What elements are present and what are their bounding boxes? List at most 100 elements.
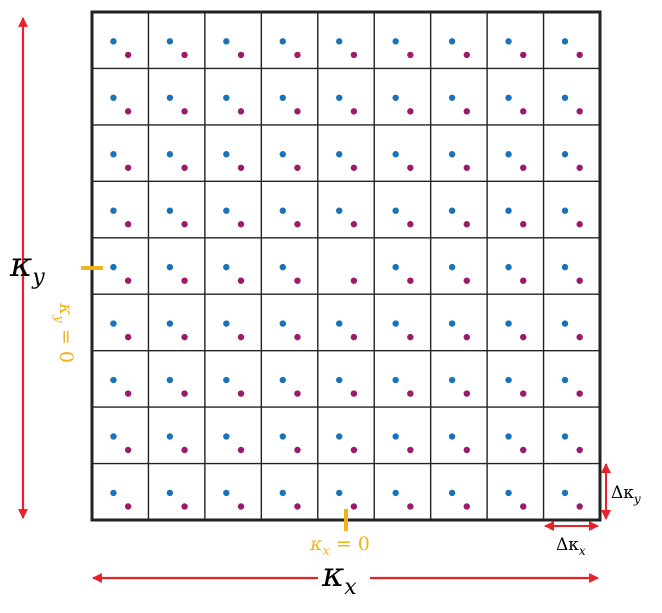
purple-lattice-point	[237, 277, 245, 284]
purple-lattice-point	[237, 390, 245, 397]
purple-lattice-point	[124, 164, 132, 171]
purple-lattice-point	[520, 446, 527, 454]
purple-lattice-point	[463, 333, 470, 341]
blue-lattice-point	[110, 207, 117, 214]
purple-lattice-point	[407, 390, 414, 397]
blue-lattice-point	[392, 376, 399, 384]
purple-lattice-point	[294, 108, 301, 115]
purple-lattice-point	[576, 277, 583, 284]
blue-lattice-point	[392, 320, 399, 327]
blue-lattice-point	[336, 376, 343, 384]
purple-lattice-point	[463, 221, 470, 228]
ky-zero-label: κy = 0	[51, 302, 77, 363]
purple-lattice-point	[350, 164, 358, 171]
purple-lattice-point	[576, 333, 583, 341]
blue-lattice-point	[166, 433, 174, 440]
blue-lattice-point	[166, 489, 174, 497]
purple-lattice-point	[407, 221, 414, 228]
blue-lattice-point	[392, 263, 399, 271]
blue-lattice-point	[505, 433, 512, 440]
purple-lattice-point	[237, 164, 245, 171]
blue-lattice-point	[279, 151, 286, 158]
blue-lattice-point	[279, 263, 286, 271]
purple-lattice-point	[124, 333, 132, 341]
blue-lattice-point	[110, 489, 117, 497]
purple-lattice-point	[463, 108, 470, 115]
blue-lattice-point	[223, 489, 230, 497]
blue-lattice-point	[448, 433, 456, 440]
purple-lattice-point	[294, 221, 301, 228]
purple-lattice-point	[350, 108, 358, 115]
blue-lattice-point	[448, 376, 456, 384]
blue-lattice-point	[223, 94, 230, 101]
blue-lattice-point	[336, 207, 343, 214]
blue-lattice-point	[336, 433, 343, 440]
blue-lattice-point	[166, 38, 174, 45]
blue-lattice-point	[448, 94, 456, 101]
blue-lattice-point	[448, 151, 456, 158]
kx-zero-label: κx = 0	[309, 533, 370, 559]
blue-lattice-point	[505, 207, 512, 214]
purple-lattice-point	[124, 390, 132, 397]
blue-lattice-point	[561, 151, 569, 158]
blue-lattice-point	[279, 489, 286, 497]
blue-lattice-point	[110, 151, 117, 158]
purple-lattice-point	[124, 277, 132, 284]
purple-lattice-point	[181, 446, 188, 454]
purple-lattice-point	[520, 164, 527, 171]
blue-lattice-point	[110, 263, 117, 271]
blue-lattice-point	[336, 151, 343, 158]
purple-lattice-point	[520, 390, 527, 397]
purple-lattice-point	[407, 164, 414, 171]
blue-lattice-point	[223, 207, 230, 214]
purple-lattice-point	[576, 164, 583, 171]
blue-lattice-point	[448, 207, 456, 214]
purple-lattice-point	[350, 221, 358, 228]
purple-lattice-point	[124, 108, 132, 115]
blue-lattice-point	[279, 94, 286, 101]
purple-lattice-point	[181, 333, 188, 341]
purple-lattice-point	[576, 221, 583, 228]
blue-lattice-point	[223, 433, 230, 440]
blue-lattice-point	[392, 151, 399, 158]
blue-lattice-point	[561, 489, 569, 497]
purple-lattice-point	[124, 221, 132, 228]
purple-lattice-point	[463, 277, 470, 284]
purple-lattice-point	[520, 108, 527, 115]
purple-lattice-point	[237, 446, 245, 454]
purple-lattice-point	[407, 446, 414, 454]
purple-lattice-point	[237, 51, 245, 59]
blue-lattice-point	[505, 489, 512, 497]
purple-lattice-point	[463, 390, 470, 397]
blue-lattice-point	[392, 433, 399, 440]
kx-axis-label-bg	[318, 562, 370, 598]
blue-lattice-point	[223, 263, 230, 271]
kx-axis-label: κx	[321, 555, 357, 600]
purple-lattice-point	[407, 277, 414, 284]
blue-lattice-point	[392, 38, 399, 45]
blue-lattice-point	[336, 320, 343, 327]
lattice-points	[110, 38, 583, 510]
blue-lattice-point	[448, 489, 456, 497]
blue-lattice-point	[561, 94, 569, 101]
blue-lattice-point	[279, 376, 286, 384]
purple-lattice-point	[350, 277, 358, 284]
purple-lattice-point	[350, 446, 358, 454]
purple-lattice-point	[124, 446, 132, 454]
purple-lattice-point	[350, 503, 358, 510]
purple-lattice-point	[294, 503, 301, 510]
blue-lattice-point	[279, 38, 286, 45]
blue-lattice-point	[392, 207, 399, 214]
blue-lattice-point	[110, 94, 117, 101]
purple-lattice-point	[576, 446, 583, 454]
purple-lattice-point	[407, 108, 414, 115]
ky-axis-label: κy	[9, 245, 45, 290]
purple-lattice-point	[294, 333, 301, 341]
purple-lattice-point	[407, 503, 414, 510]
blue-lattice-point	[166, 151, 174, 158]
purple-lattice-point	[294, 446, 301, 454]
blue-lattice-point	[505, 38, 512, 45]
blue-lattice-point	[336, 38, 343, 45]
